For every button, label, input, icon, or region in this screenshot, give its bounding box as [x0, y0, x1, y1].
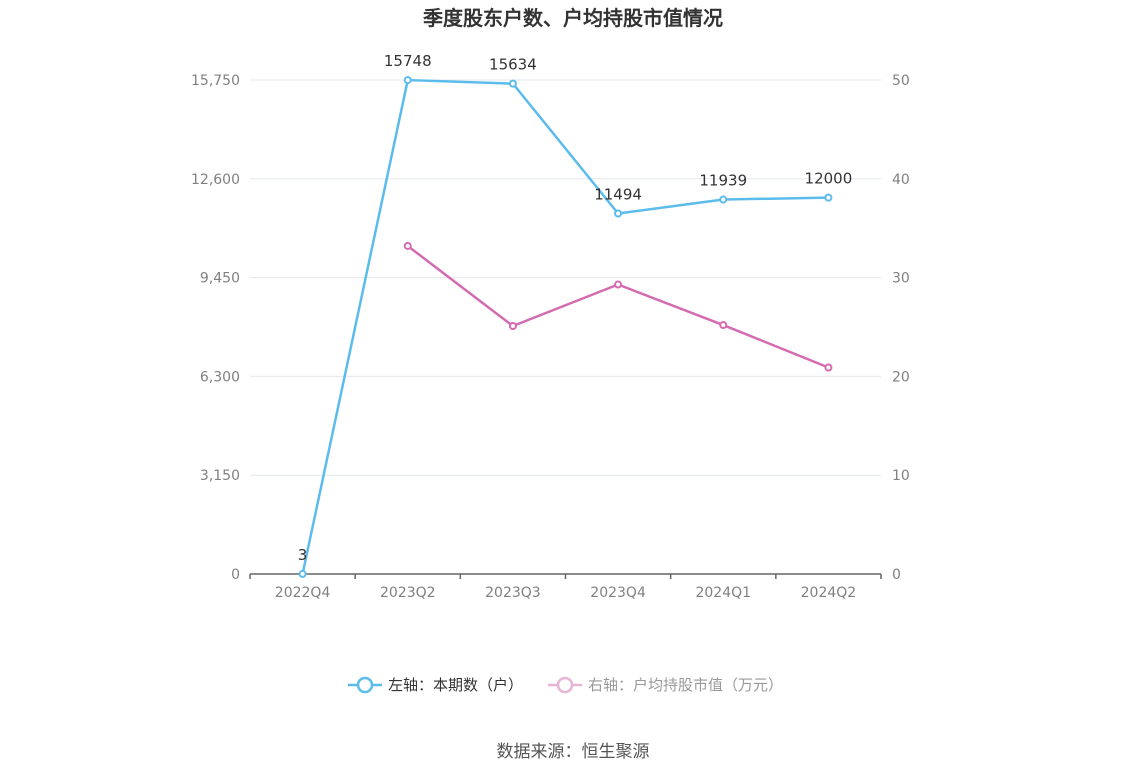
left-axis-tick-label: 9,450 [200, 271, 240, 287]
data-label: 15748 [384, 52, 432, 70]
left-axis-tick-label: 3,150 [200, 468, 240, 484]
series-point-1[interactable] [403, 241, 412, 250]
data-label: 15634 [489, 56, 537, 74]
series-line-1 [406, 244, 829, 369]
series-point-0[interactable] [403, 76, 412, 85]
series-point-0[interactable] [298, 569, 307, 578]
left-axis-tick-label: 12,600 [191, 172, 240, 188]
data-label: 11494 [594, 185, 642, 203]
right-axis-tick-label: 20 [892, 369, 910, 385]
series-point-0[interactable] [824, 193, 833, 202]
legend-label: 右轴：户均持股市值（万元） [588, 676, 783, 694]
x-axis-tick-label: 2023Q2 [380, 585, 436, 601]
x-axis-tick-label: 2023Q4 [590, 585, 646, 601]
left-axis-ticks: 0 3,150 6,300 9,450 12,600 15,750 [191, 73, 240, 583]
series-point-0[interactable] [614, 209, 623, 218]
data-label: 3 [298, 546, 308, 564]
data-label: 12000 [805, 170, 853, 188]
legend-item-0[interactable]: 左轴：本期数（户） [348, 676, 523, 694]
legend-item-1[interactable]: 右轴：户均持股市值（万元） [548, 676, 783, 694]
series-point-0[interactable] [508, 79, 517, 88]
series-point-1[interactable] [824, 363, 833, 372]
right-axis-ticks: 0 10 20 30 40 50 [892, 73, 910, 583]
right-axis-tick-label: 30 [892, 271, 910, 287]
right-axis-tick-label: 10 [892, 468, 910, 484]
source-note: 数据来源：恒生聚源 [497, 742, 650, 762]
x-axis-tick-label: 2023Q3 [485, 585, 541, 601]
left-axis-tick-label: 6,300 [200, 369, 240, 385]
left-axis-tick-label: 0 [231, 567, 240, 583]
legend-circle-icon [556, 676, 574, 694]
chart-title: 季度股东户数、户均持股市值情况 [422, 6, 723, 30]
series-layer [298, 76, 833, 578]
legend[interactable]: 左轴：本期数（户） 右轴：户均持股市值（万元） [348, 676, 783, 694]
series-point-1[interactable] [719, 321, 728, 330]
series-point-1[interactable] [508, 322, 517, 331]
x-axis-tick-label: 2022Q4 [275, 585, 331, 601]
x-axis-tick-label: 2024Q2 [801, 585, 857, 601]
right-axis-tick-label: 50 [892, 73, 910, 89]
x-axis: 2022Q4 2023Q2 2023Q3 2023Q4 2024Q1 2024Q2 [249, 573, 882, 601]
x-axis-tick-label: 2024Q1 [695, 585, 751, 601]
data-label: 11939 [699, 172, 747, 190]
data-labels: 3 15748 15634 11494 11939 12000 [298, 52, 852, 564]
left-axis-tick-label: 15,750 [191, 73, 240, 89]
series-point-0[interactable] [719, 195, 728, 204]
right-axis-tick-label: 0 [892, 567, 901, 583]
grid-lines [250, 79, 881, 476]
series-line-0 [301, 78, 829, 575]
legend-circle-icon [356, 676, 374, 694]
right-axis-tick-label: 40 [892, 172, 910, 188]
legend-label: 左轴：本期数（户） [388, 676, 523, 694]
series-point-1[interactable] [614, 280, 623, 289]
